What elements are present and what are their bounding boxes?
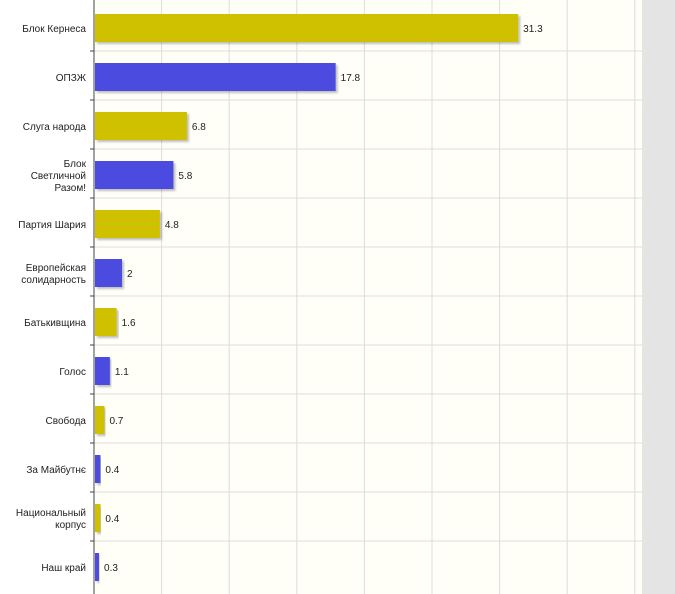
data-label: 0.4 [105, 465, 119, 476]
labels: 31.3 Блок Кернеса 17.8 ОПЗЖ 6.8 Слуга народа 5… [16, 24, 543, 574]
data-label: 0.3 [104, 563, 118, 574]
category-label: Партия Шария [18, 220, 86, 231]
bar [95, 161, 174, 189]
plot-frame [642, 0, 675, 594]
category-label: Блок Кернеса [22, 24, 86, 35]
category-label: Свобода [46, 415, 87, 427]
plot-area [94, 0, 642, 594]
category-label: Европейская солидарность [21, 263, 86, 286]
bar [95, 406, 105, 434]
bar [95, 504, 101, 532]
data-label: 2 [127, 269, 133, 280]
data-label: 1.1 [115, 367, 129, 378]
bar [95, 14, 519, 42]
category-label: Блок Светличной Разом! [31, 159, 87, 194]
data-label: 31.3 [523, 24, 543, 35]
bar [95, 553, 100, 581]
category-label: Национальный корпус [16, 508, 86, 531]
data-label: 0.4 [105, 514, 119, 525]
bar [95, 455, 101, 483]
bar [95, 112, 187, 140]
data-label: 1.6 [122, 318, 136, 329]
category-label: Батькивщина [24, 318, 86, 329]
data-label: 0.7 [109, 416, 123, 427]
data-label: 6.8 [192, 122, 206, 133]
gridlines [90, 0, 642, 594]
category-label: Голос [59, 367, 86, 378]
category-label: За Майбутнє [26, 464, 86, 476]
data-label: 5.8 [178, 171, 192, 182]
bars [95, 14, 519, 581]
category-label: ОПЗЖ [56, 73, 87, 84]
bar [95, 308, 117, 336]
bar [95, 63, 336, 91]
category-label: Слуга народа [23, 122, 87, 133]
data-label: 4.8 [165, 220, 179, 231]
data-label: 17.8 [341, 73, 361, 84]
category-label: Наш край [41, 563, 86, 574]
bar [95, 210, 160, 238]
bar [95, 357, 110, 385]
bar [95, 259, 123, 287]
